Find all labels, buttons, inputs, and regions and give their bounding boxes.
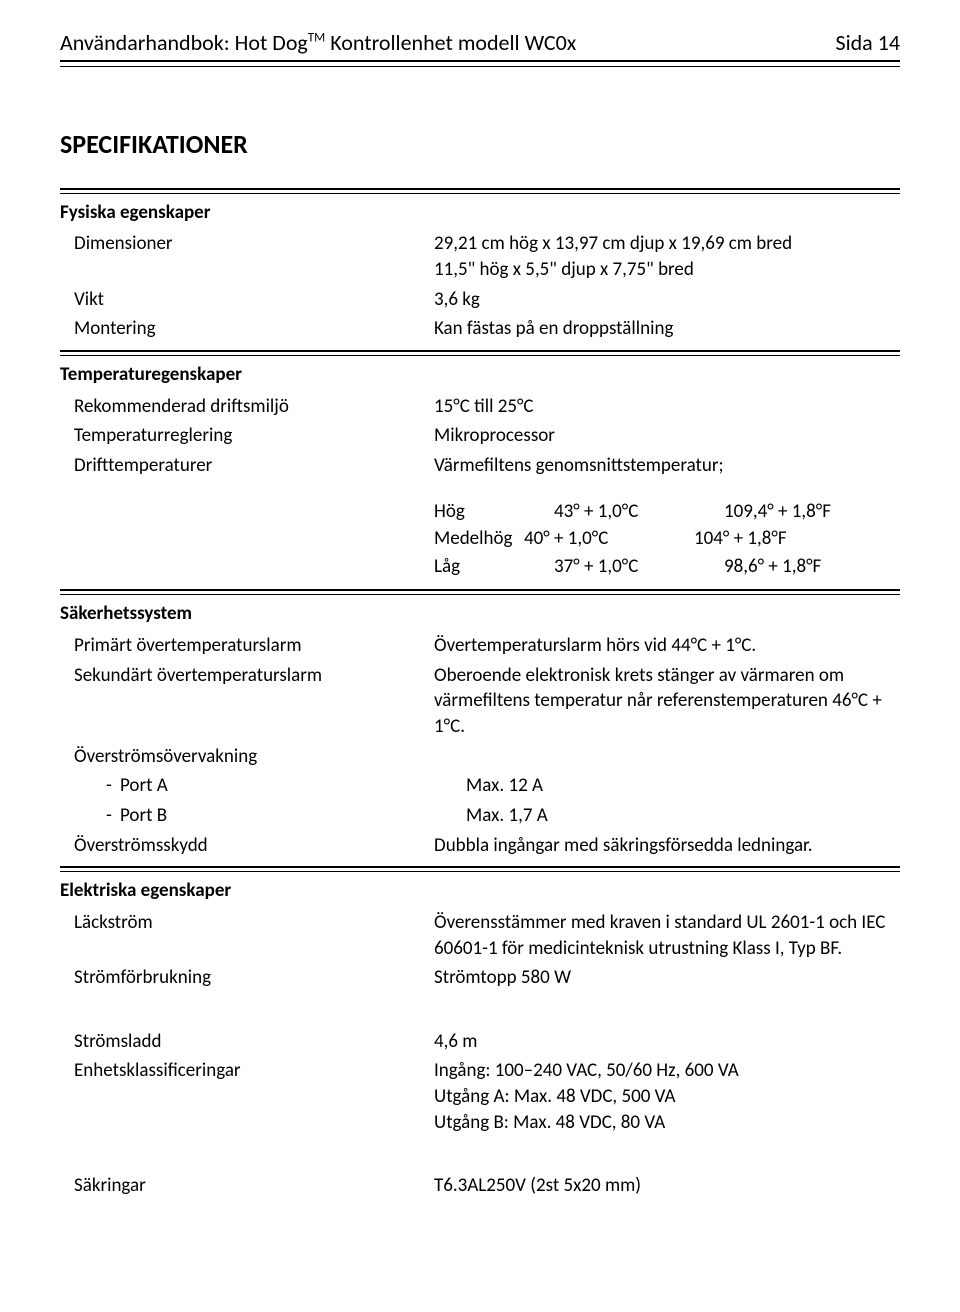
section-title: SPECIFIKATIONER [60, 127, 900, 162]
temp-high-level: Hög [434, 499, 554, 525]
leak-label: Läckström [60, 910, 434, 936]
secondary-alarm-label: Sekundärt övertemperaturslarm [60, 663, 434, 689]
temp-row-med: Medelhög 40° + 1,0°C 104° + 1,8°F [434, 526, 900, 552]
temp-low-c: 37° + 1,0°C [554, 554, 724, 580]
reg-value: Mikroprocessor [434, 423, 900, 449]
power-label: Strömförbrukning [60, 965, 434, 991]
group-safety-title: Säkerhetssystem [60, 601, 900, 627]
row-temp-table: Hög 43° + 1,0°C 109,4° + 1,8°F Medelhög … [60, 497, 900, 582]
class-label: Enhetsklassificeringar [60, 1058, 434, 1084]
dash-icon: - [106, 773, 120, 799]
row-weight: Vikt 3,6 kg [60, 287, 900, 313]
class-line3: Utgång B: Max. 48 VDC, 80 VA [434, 1110, 900, 1136]
row-leak: Läckström Överensstämmer med kraven i st… [60, 910, 900, 961]
temp-table: Hög 43° + 1,0°C 109,4° + 1,8°F Medelhög … [434, 497, 900, 582]
env-label: Rekommenderad driftsmiljö [60, 394, 434, 420]
group-rule-safety [60, 589, 900, 595]
secondary-alarm-value: Oberoende elektronisk krets stänger av v… [434, 663, 900, 740]
group-rule-temperature [60, 350, 900, 356]
temp-low-f: 98,6° + 1,8°F [724, 554, 900, 580]
row-drift: Drifttemperaturer Värmefiltens genomsnit… [60, 453, 900, 479]
dimensions-value: 29,21 cm hög x 13,97 cm djup x 19,69 cm … [434, 231, 900, 282]
page-header: Användarhandbok: Hot DogTM Kontrollenhet… [60, 28, 900, 62]
temp-med-level: Medelhög [434, 526, 524, 552]
header-title-pre: Användarhandbok: Hot Dog [60, 29, 308, 56]
mounting-value: Kan fästas på en droppställning [434, 316, 900, 342]
row-mounting: Montering Kan fästas på en droppställnin… [60, 316, 900, 342]
row-dimensions: Dimensioner 29,21 cm hög x 13,97 cm djup… [60, 231, 900, 282]
group-rule-physical [60, 188, 900, 194]
class-value: Ingång: 100–240 VAC, 50/60 Hz, 600 VA Ut… [434, 1058, 900, 1135]
row-port-b: -Port B Max. 1,7 A [60, 803, 900, 829]
row-class: Enhetsklassificeringar Ingång: 100–240 V… [60, 1058, 900, 1135]
header-title-post: Kontrollenhet modell WC0x [325, 29, 576, 56]
port-a-value: Max. 12 A [466, 773, 900, 799]
env-value: 15°C till 25°C [434, 394, 900, 420]
drift-label: Drifttemperaturer [60, 453, 434, 479]
row-fuses: Säkringar T6.3AL250V (2st 5x20 mm) [60, 1173, 900, 1199]
cord-label: Strömsladd [60, 1029, 434, 1055]
row-port-a: -Port A Max. 12 A [60, 773, 900, 799]
header-page: Sida 14 [835, 28, 900, 58]
temp-med-f: 104° + 1,8°F [694, 526, 900, 552]
header-title: Användarhandbok: Hot DogTM Kontrollenhet… [60, 28, 576, 58]
fuses-value: T6.3AL250V (2st 5x20 mm) [434, 1173, 900, 1199]
temp-low-level: Låg [434, 554, 554, 580]
row-overcurrent-monitor: Överströmsövervakning [60, 744, 900, 770]
group-temperature-title: Temperaturegenskaper [60, 362, 900, 388]
overcurrent-prot-label: Överströmsskydd [60, 833, 434, 859]
weight-value: 3,6 kg [434, 287, 900, 313]
overcurrent-prot-value: Dubbla ingångar med säkringsförsedda led… [434, 833, 900, 859]
row-secondary-alarm: Sekundärt övertemperaturslarm Oberoende … [60, 663, 900, 740]
row-env: Rekommenderad driftsmiljö 15°C till 25°C [60, 394, 900, 420]
port-b-value: Max. 1,7 A [466, 803, 900, 829]
row-overcurrent-prot: Överströmsskydd Dubbla ingångar med säkr… [60, 833, 900, 859]
header-rule [60, 66, 900, 67]
temp-med-c: 40° + 1,0°C [524, 526, 694, 552]
temp-row-low: Låg 37° + 1,0°C 98,6° + 1,8°F [434, 554, 900, 580]
group-rule-electrical [60, 866, 900, 872]
temp-high-f: 109,4° + 1,8°F [724, 499, 900, 525]
group-physical-title: Fysiska egenskaper [60, 200, 900, 226]
primary-alarm-label: Primärt övertemperaturslarm [60, 633, 434, 659]
port-a-label: Port A [120, 774, 168, 797]
dimensions-label: Dimensioner [60, 231, 434, 257]
row-power: Strömförbrukning Strömtopp 580 W [60, 965, 900, 991]
temp-high-c: 43° + 1,0°C [554, 499, 724, 525]
fuses-label: Säkringar [60, 1173, 434, 1199]
dash-icon: - [106, 803, 120, 829]
class-line1: Ingång: 100–240 VAC, 50/60 Hz, 600 VA [434, 1058, 900, 1084]
dimensions-line2: 11,5" hög x 5,5" djup x 7,75" bred [434, 257, 900, 283]
group-electrical-title: Elektriska egenskaper [60, 878, 900, 904]
drift-value: Värmefiltens genomsnittstemperatur; [434, 453, 900, 479]
power-value: Strömtopp 580 W [434, 965, 900, 991]
mounting-label: Montering [60, 316, 434, 342]
row-cord: Strömsladd 4,6 m [60, 1029, 900, 1055]
primary-alarm-value: Övertemperaturslarm hörs vid 44°C + 1°C. [434, 633, 900, 659]
tm-mark: TM [308, 31, 325, 46]
leak-value: Överensstämmer med kraven i standard UL … [434, 910, 900, 961]
row-primary-alarm: Primärt övertemperaturslarm Övertemperat… [60, 633, 900, 659]
dimensions-line1: 29,21 cm hög x 13,97 cm djup x 19,69 cm … [434, 231, 900, 257]
row-reg: Temperaturreglering Mikroprocessor [60, 423, 900, 449]
weight-label: Vikt [60, 287, 434, 313]
overcurrent-monitor-label: Överströmsövervakning [60, 744, 434, 770]
reg-label: Temperaturreglering [60, 423, 434, 449]
temp-row-high: Hög 43° + 1,0°C 109,4° + 1,8°F [434, 499, 900, 525]
port-b-label: Port B [120, 804, 167, 827]
cord-value: 4,6 m [434, 1029, 900, 1055]
class-line2: Utgång A: Max. 48 VDC, 500 VA [434, 1084, 900, 1110]
